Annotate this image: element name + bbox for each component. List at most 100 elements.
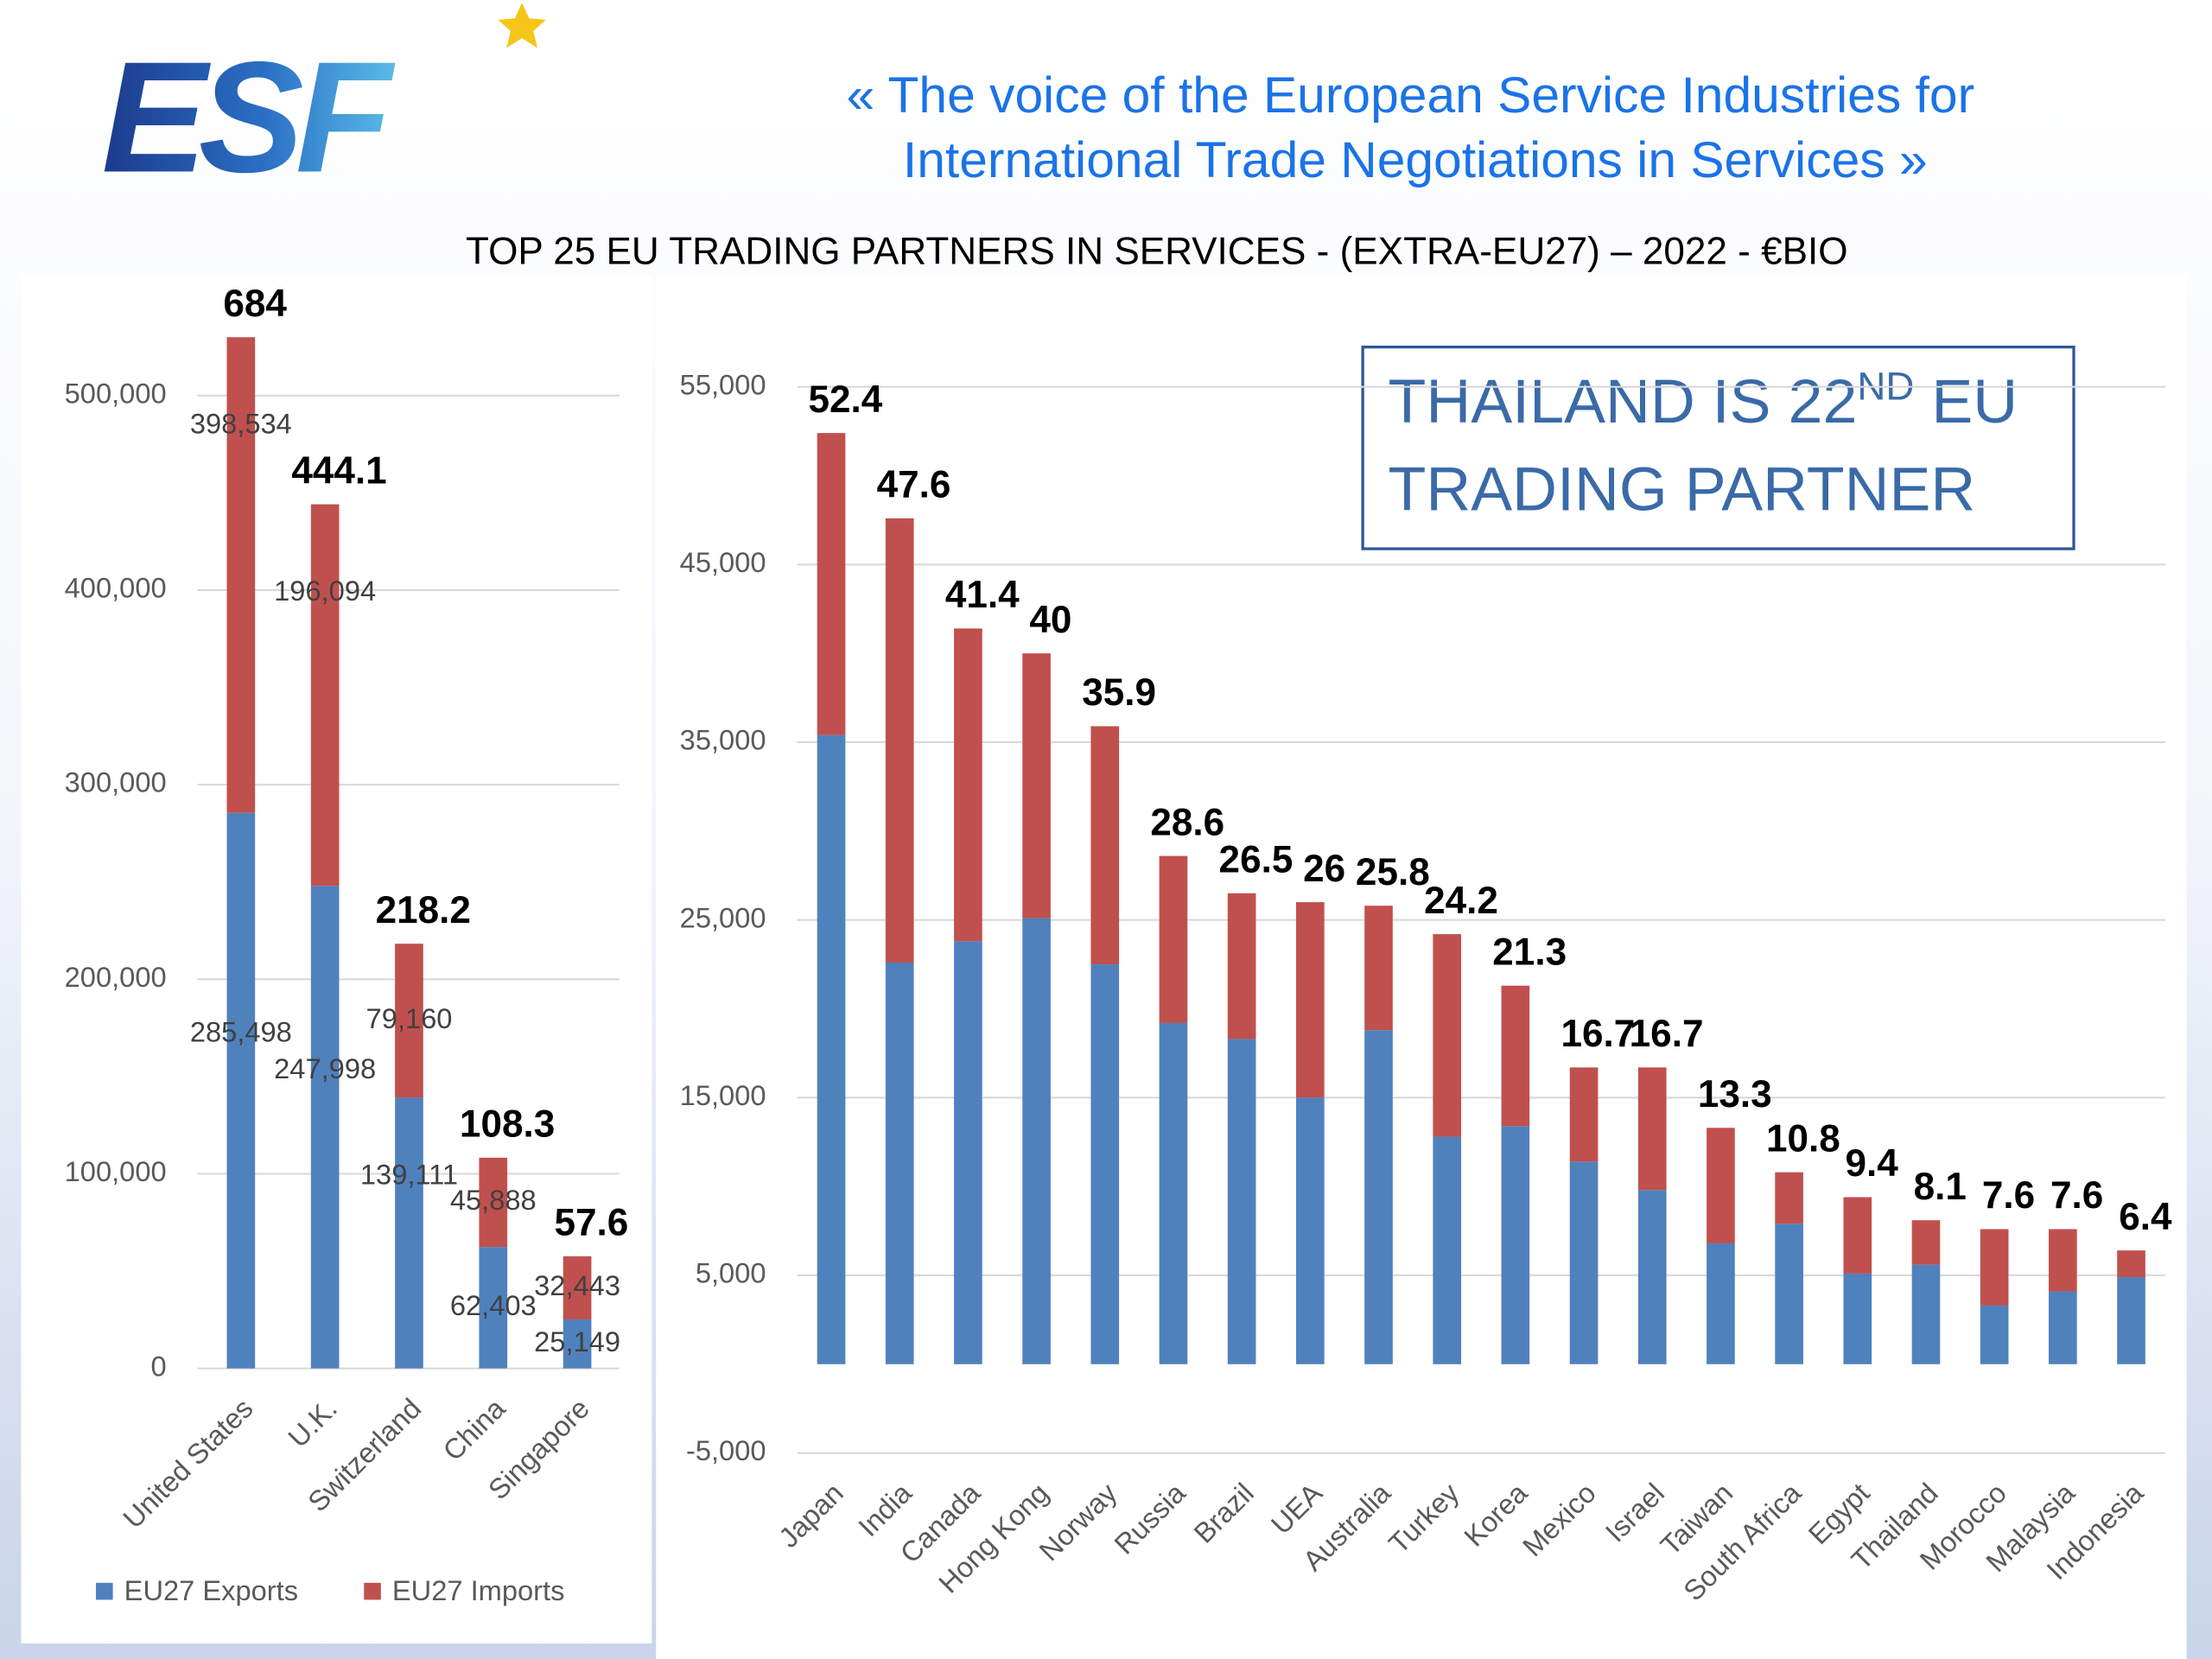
y-tick-label: 35,000 xyxy=(680,724,766,756)
bar-segment xyxy=(954,941,982,1364)
bar-segment xyxy=(226,812,256,1369)
y-tick-label: 500,000 xyxy=(65,377,167,409)
data-label: 247,998 xyxy=(274,1052,376,1084)
callout-text: THAILAND IS 22ND EU xyxy=(1389,365,2018,436)
bar-segment xyxy=(1159,1022,1188,1364)
total-label: 6.4 xyxy=(2119,1196,2172,1238)
bar-segment xyxy=(1707,1128,1735,1243)
y-tick-label: 100,000 xyxy=(65,1155,167,1187)
bar-segment xyxy=(1775,1172,1803,1224)
bar-segment xyxy=(563,1319,592,1369)
total-label: 26.5 xyxy=(1219,839,1294,881)
y-tick-label: 45,000 xyxy=(680,546,766,578)
bar-segment xyxy=(1296,1097,1325,1364)
logo-star xyxy=(498,3,546,48)
callout-text: TRADING PARTNER xyxy=(1389,454,1976,524)
data-label: 398,534 xyxy=(190,408,292,440)
logo: ESF xyxy=(102,29,396,206)
bar-segment xyxy=(1227,1039,1256,1364)
y-tick-label: 0 xyxy=(150,1350,166,1382)
data-label: 285,498 xyxy=(190,1016,292,1048)
total-label: 21.3 xyxy=(1492,931,1567,973)
bar-segment xyxy=(2049,1291,2077,1364)
total-label: 24.2 xyxy=(1424,880,1498,922)
bar-segment xyxy=(1227,893,1256,1039)
bar-segment xyxy=(1707,1243,1735,1364)
bar-segment xyxy=(1022,918,1051,1364)
bar-segment xyxy=(1637,1190,1667,1364)
bar-segment xyxy=(1843,1273,1872,1364)
bar-segment xyxy=(1980,1229,2009,1306)
bar-segment xyxy=(1090,964,1120,1364)
total-label: 16.7 xyxy=(1560,1013,1635,1055)
data-label: 79,160 xyxy=(366,1002,453,1034)
bar-segment xyxy=(1843,1197,1872,1274)
bar-segment xyxy=(310,504,340,887)
total-label: 52.4 xyxy=(808,378,882,421)
data-label: 25,149 xyxy=(534,1325,620,1357)
bar-segment xyxy=(1364,906,1393,1031)
bar-segment xyxy=(310,886,340,1369)
bar-segment xyxy=(563,1255,592,1320)
bar-segment xyxy=(1569,1067,1599,1162)
total-label: 57.6 xyxy=(555,1202,629,1244)
tagline: « The voice of the European Service Indu… xyxy=(847,67,1975,124)
total-label: 9.4 xyxy=(1845,1142,1898,1185)
total-label: 26 xyxy=(1303,848,1345,890)
total-label: 10.8 xyxy=(1766,1117,1840,1160)
bar-segment xyxy=(395,944,423,1098)
y-tick-label: 400,000 xyxy=(65,572,167,604)
legend-swatch xyxy=(364,1582,381,1600)
bar-segment xyxy=(1159,855,1188,1023)
callout-text: EU xyxy=(1914,367,2018,436)
bar-segment xyxy=(1296,902,1325,1098)
callout-box xyxy=(1361,346,2075,550)
bar-segment xyxy=(1501,1126,1530,1364)
bar-segment xyxy=(1911,1220,1941,1265)
total-label: 444.1 xyxy=(291,449,386,492)
bar-segment xyxy=(1911,1264,1941,1364)
bar-segment xyxy=(885,963,914,1364)
total-label: 13.3 xyxy=(1698,1073,1772,1116)
bar-segment xyxy=(817,734,846,1364)
total-label: 35.9 xyxy=(1082,671,1156,714)
total-label: 47.6 xyxy=(877,464,951,506)
total-label: 16.7 xyxy=(1630,1013,1704,1055)
y-tick-label: 25,000 xyxy=(680,901,766,933)
y-tick-label: -5,000 xyxy=(686,1434,766,1466)
total-label: 28.6 xyxy=(1150,801,1224,843)
bar-segment xyxy=(479,1157,508,1248)
total-label: 7.6 xyxy=(1982,1174,2035,1217)
data-label: 45,888 xyxy=(450,1184,537,1216)
total-label: 8.1 xyxy=(1914,1166,1967,1208)
legend-swatch xyxy=(96,1582,113,1600)
bar-segment xyxy=(1501,985,1530,1127)
y-tick-label: 55,000 xyxy=(680,368,766,400)
bar-segment xyxy=(1775,1224,1803,1364)
bar-segment xyxy=(226,337,256,813)
total-label: 108.3 xyxy=(460,1103,555,1146)
bar-segment xyxy=(1569,1161,1599,1364)
callout-text: THAILAND IS 22 xyxy=(1389,367,1858,436)
bar-segment xyxy=(1637,1067,1667,1191)
total-label: 684 xyxy=(223,283,287,325)
bar-segment xyxy=(954,628,982,942)
bar-segment xyxy=(1022,653,1051,918)
tagline: International Trade Negotiations in Serv… xyxy=(903,132,1928,188)
bar-segment xyxy=(395,1097,423,1369)
bar-segment xyxy=(1433,1136,1462,1364)
data-label: 196,094 xyxy=(274,575,376,607)
data-label: 62,403 xyxy=(450,1289,537,1321)
bar-segment xyxy=(885,518,914,963)
data-label: 139,111 xyxy=(360,1158,458,1190)
legend-label: EU27 Imports xyxy=(392,1574,565,1606)
total-label: 7.6 xyxy=(2050,1174,2103,1217)
y-tick-label: 200,000 xyxy=(65,961,167,993)
chart-title: TOP 25 EU TRADING PARTNERS IN SERVICES -… xyxy=(466,231,1848,273)
bar-segment xyxy=(2117,1250,2145,1278)
legend-label: EU27 Exports xyxy=(124,1574,298,1606)
bar-segment xyxy=(1090,726,1120,965)
y-tick-label: 5,000 xyxy=(696,1257,766,1289)
